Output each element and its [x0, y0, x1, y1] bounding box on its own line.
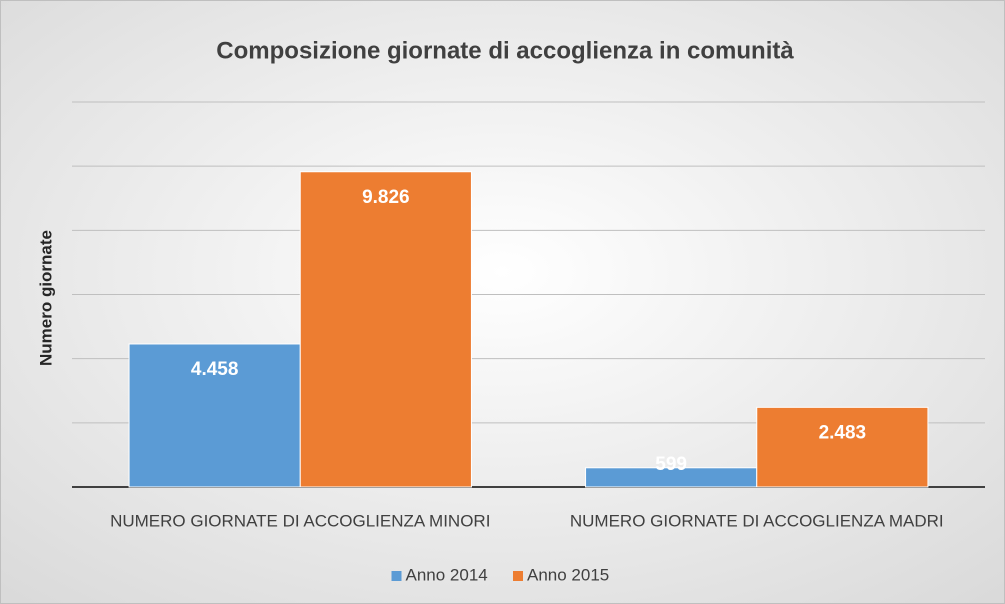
x-tick-label: NUMERO GIORNATE DI ACCOGLIENZA MADRI [570, 511, 944, 530]
data-label: 599 [655, 454, 687, 475]
bar [299, 171, 472, 488]
x-tick-label: NUMERO GIORNATE DI ACCOGLIENZA MINORI [110, 511, 490, 530]
data-label: 4.458 [191, 359, 239, 380]
legend-label: Anno 2015 [527, 565, 609, 584]
data-label: 2.483 [819, 422, 867, 443]
legend-swatch [391, 571, 402, 581]
chart-title: Composizione giornate di accoglienza in … [216, 37, 794, 64]
legend-swatch [513, 571, 523, 581]
y-axis-label: Numero giornate [36, 230, 55, 366]
bar [756, 406, 929, 488]
data-label: 9.826 [362, 187, 410, 208]
bar [128, 343, 301, 488]
legend-label: Anno 2014 [406, 565, 488, 584]
